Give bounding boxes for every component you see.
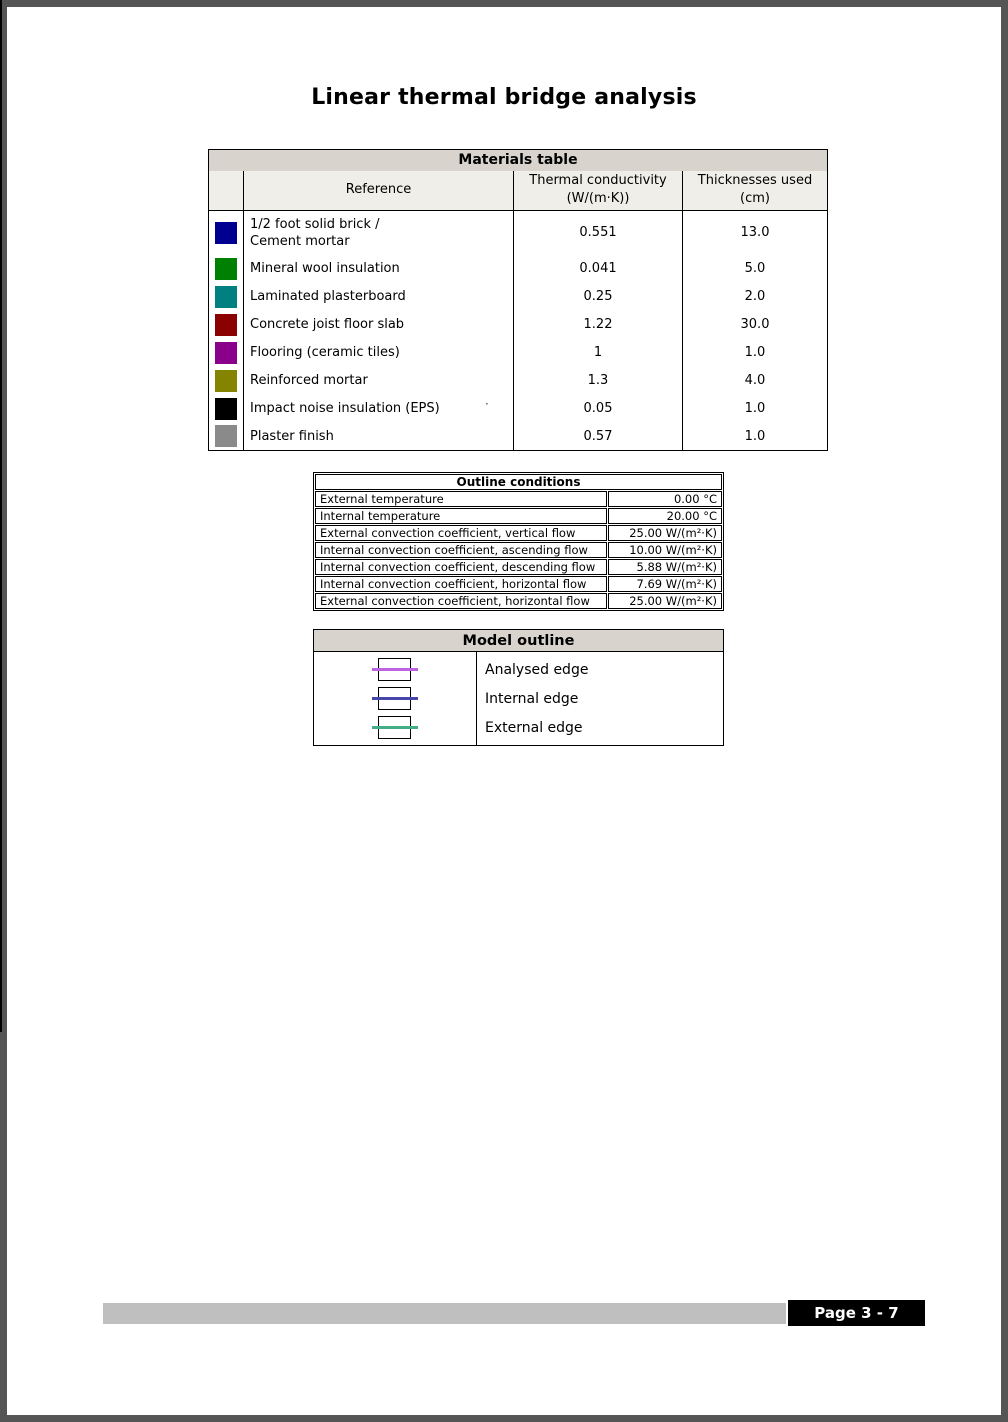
table-row: Mineral wool insulation 0.041 5.0 <box>208 254 828 283</box>
material-color-swatch <box>215 369 237 392</box>
material-conductivity: 0.25 <box>513 282 683 311</box>
analysed-edge-line-icon <box>372 668 418 671</box>
material-color-swatch <box>215 425 237 448</box>
condition-label: Internal convection coefficient, horizon… <box>315 576 607 592</box>
table-row: Internal convection coefficient, descend… <box>315 559 722 575</box>
condition-value: 7.69 W/(m²·K) <box>608 576 722 592</box>
material-color-swatch <box>215 313 237 336</box>
model-outline-body-row: Analysed edge Internal edge External edg… <box>314 651 724 746</box>
material-thickness: 1.0 <box>682 422 828 451</box>
materials-table-header-row: Reference Thermal conductivity (W/(m·K))… <box>208 170 828 211</box>
report-page: Linear thermal bridge analysis Materials… <box>7 7 1001 1415</box>
material-reference: Flooring (ceramic tiles) <box>243 338 514 367</box>
material-conductivity: 1.22 <box>513 310 683 339</box>
table-row: External convection coefficient, horizon… <box>315 593 722 609</box>
conductivity-column-header: Thermal conductivity (W/(m·K)) <box>513 170 683 211</box>
table-row: 1/2 foot solid brick / Cement mortar 0.5… <box>208 210 828 255</box>
table-row: Laminated plasterboard 0.25 2.0 <box>208 282 828 311</box>
stray-mark: · <box>485 397 489 411</box>
legend-label: Internal edge <box>485 690 579 707</box>
page-number-badge: Page 3 - 7 <box>788 1300 925 1326</box>
condition-label: External temperature <box>315 491 607 507</box>
legend-labels-column: Analysed edge Internal edge External edg… <box>476 651 724 746</box>
left-edge-line <box>0 0 2 1032</box>
material-thickness: 13.0 <box>682 210 828 255</box>
legend-symbols-column <box>314 652 477 746</box>
material-thickness: 4.0 <box>682 366 828 395</box>
condition-value: 10.00 W/(m²·K) <box>608 542 722 558</box>
analysed-edge-symbol <box>372 658 418 681</box>
condition-label: Internal temperature <box>315 508 607 524</box>
material-thickness: 1.0 <box>682 338 828 367</box>
material-color-swatch <box>215 285 237 308</box>
material-thickness: 5.0 <box>682 254 828 283</box>
material-reference: Concrete joist floor slab <box>243 310 514 339</box>
internal-edge-line-icon <box>372 697 418 700</box>
material-thickness: 2.0 <box>682 282 828 311</box>
material-conductivity: 0.041 <box>513 254 683 283</box>
condition-label: Internal convection coefficient, ascendi… <box>315 542 607 558</box>
materials-table-title-row: Materials table <box>208 149 828 171</box>
table-row: Impact noise insulation (EPS) 0.05 1.0 <box>208 394 828 423</box>
thickness-column-header: Thicknesses used (cm) <box>682 170 828 211</box>
material-reference: Impact noise insulation (EPS) <box>243 394 514 423</box>
legend-label: Analysed edge <box>485 661 589 678</box>
material-reference: Plaster finish <box>243 422 514 451</box>
material-conductivity: 1.3 <box>513 366 683 395</box>
material-reference: Reinforced mortar <box>243 366 514 395</box>
table-row: Internal convection coefficient, horizon… <box>315 576 722 592</box>
material-conductivity: 0.551 <box>513 210 683 255</box>
table-row: Internal temperature 20.00 °C <box>315 508 722 524</box>
condition-label: Internal convection coefficient, descend… <box>315 559 607 575</box>
condition-value: 5.88 W/(m²·K) <box>608 559 722 575</box>
reference-column-header: Reference <box>243 170 514 211</box>
material-color-swatch <box>215 341 237 364</box>
materials-table: Materials table Reference Thermal conduc… <box>208 149 828 451</box>
external-edge-symbol <box>372 716 418 739</box>
condition-value: 20.00 °C <box>608 508 722 524</box>
swatch-column-header <box>208 170 244 211</box>
model-outline-title: Model outline <box>313 629 724 652</box>
table-row: Internal convection coefficient, ascendi… <box>315 542 722 558</box>
material-conductivity: 1 <box>513 338 683 367</box>
table-row: Plaster finish 0.57 1.0 <box>208 422 828 451</box>
table-row: Flooring (ceramic tiles) 1 1.0 <box>208 338 828 367</box>
material-conductivity: 0.57 <box>513 422 683 451</box>
outline-conditions-title: Outline conditions <box>315 474 722 490</box>
material-thickness: 30.0 <box>682 310 828 339</box>
legend-label: External edge <box>485 719 583 736</box>
table-row: External temperature 0.00 °C <box>315 491 722 507</box>
material-reference: Mineral wool insulation <box>243 254 514 283</box>
condition-label: External convection coefficient, horizon… <box>315 593 607 609</box>
material-conductivity: 0.05 <box>513 394 683 423</box>
internal-edge-symbol <box>372 687 418 710</box>
materials-table-title: Materials table <box>208 149 828 171</box>
material-color-swatch <box>215 257 237 280</box>
table-row: Concrete joist floor slab 1.22 30.0 <box>208 310 828 339</box>
outline-conditions-title-row: Outline conditions <box>315 474 722 490</box>
footer-bar <box>103 1303 786 1324</box>
condition-value: 0.00 °C <box>608 491 722 507</box>
material-reference: Laminated plasterboard <box>243 282 514 311</box>
table-row: Reinforced mortar 1.3 4.0 <box>208 366 828 395</box>
model-outline-title-row: Model outline <box>313 629 724 652</box>
material-color-swatch <box>215 397 237 420</box>
condition-value: 25.00 W/(m²·K) <box>608 593 722 609</box>
external-edge-line-icon <box>372 726 418 729</box>
material-reference: 1/2 foot solid brick / Cement mortar <box>243 210 514 255</box>
model-outline-table: Model outline <box>313 629 724 746</box>
material-thickness: 1.0 <box>682 394 828 423</box>
condition-value: 25.00 W/(m²·K) <box>608 525 722 541</box>
table-row: External convection coefficient, vertica… <box>315 525 722 541</box>
outline-conditions-table: Outline conditions External temperature … <box>313 472 724 611</box>
material-color-swatch <box>215 221 237 244</box>
condition-label: External convection coefficient, vertica… <box>315 525 607 541</box>
page-title: Linear thermal bridge analysis <box>311 85 697 110</box>
